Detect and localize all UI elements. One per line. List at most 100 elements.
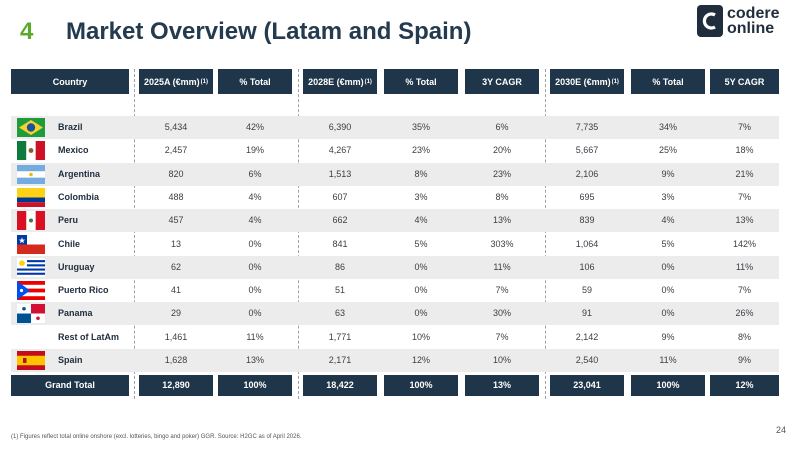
cell-cagr-3y: 10% xyxy=(492,355,511,365)
cell-pct-2030: 34% xyxy=(658,122,677,132)
header-pct-2025: % Total xyxy=(218,69,292,94)
cell-2028e: 63 xyxy=(334,308,345,319)
cell-pct-2030: 11% xyxy=(659,355,677,365)
cell-2028e: 6,390 xyxy=(328,122,352,132)
cell-cagr-5y: 13% xyxy=(735,215,754,226)
header-2030e: 2030E (€mm) (1) xyxy=(550,69,624,94)
cell-2028e: 86 xyxy=(334,261,345,272)
cell-2028e: 1,513 xyxy=(328,168,352,179)
cell-cagr-3y: 7% xyxy=(495,331,509,342)
cell-pct-2025: 0% xyxy=(248,261,262,272)
cell-pct-2028: 8% xyxy=(414,168,428,179)
cell-2030e: 695 xyxy=(579,191,595,202)
grand-total-label: Grand Total xyxy=(11,375,129,396)
cell-2028e: 841 xyxy=(332,238,348,249)
cell-2028e: 1,771 xyxy=(328,331,352,342)
cell-pct-2030: 5% xyxy=(661,238,675,249)
cell-cagr-3y: 20% xyxy=(492,145,511,156)
puerto-rico-flag-icon xyxy=(17,281,45,301)
cell-pct-2028: 0% xyxy=(414,261,428,272)
cell-2028e: 51 xyxy=(334,285,345,296)
grand-total-2028e: 18,422 xyxy=(303,375,377,396)
cell-2025a: 2,457 xyxy=(164,145,188,156)
cell-2030e: 5,667 xyxy=(575,145,599,156)
header-2028e: 2028E (€mm) (1) xyxy=(303,69,377,94)
cell-2028e: 662 xyxy=(332,215,348,226)
cell-pct-2025: 11% xyxy=(246,331,264,342)
page-title: Market Overview (Latam and Spain) xyxy=(66,18,472,45)
country-name: Colombia xyxy=(58,191,100,202)
table-row: Spain 1,628 13% 2,171 12% 10% 2,540 11% 9% xyxy=(11,349,779,372)
cell-2025a: 41 xyxy=(170,285,181,296)
cell-2025a: 488 xyxy=(168,191,184,202)
cell-cagr-5y: 18% xyxy=(735,145,754,156)
table-row: Colombia 488 4% 607 3% 8% 695 3% 7% xyxy=(11,186,779,209)
cell-pct-2028: 5% xyxy=(414,238,428,249)
panama-flag-icon xyxy=(17,304,45,324)
cell-cagr-5y: 11% xyxy=(735,261,754,272)
table-row: Rest of LatAm 1,461 11% 1,771 10% 7% 2,142 9% 8% xyxy=(11,326,779,349)
cell-pct-2028: 12% xyxy=(411,355,430,365)
cell-2030e: 839 xyxy=(579,215,595,226)
cell-cagr-5y: 7% xyxy=(737,122,751,132)
brazil-flag-icon xyxy=(17,118,45,137)
header-2025a: 2025A (€mm) (1) xyxy=(139,69,213,94)
spain-flag-icon xyxy=(17,351,45,370)
cell-pct-2028: 0% xyxy=(414,308,428,319)
country-name: Mexico xyxy=(58,145,89,156)
header-pct-2028: % Total xyxy=(384,69,458,94)
cell-cagr-5y: 7% xyxy=(737,191,751,202)
cell-2025a: 62 xyxy=(170,261,181,272)
header-cagr-5y: 5Y CAGR xyxy=(710,69,779,94)
cell-pct-2030: 9% xyxy=(661,331,675,342)
cell-2028e: 4,267 xyxy=(328,145,352,156)
cell-pct-2030: 4% xyxy=(661,215,675,226)
column-separator xyxy=(298,69,299,399)
grand-total-pct-2028: 100% xyxy=(384,375,458,396)
table-row: Peru 457 4% 662 4% 13% 839 4% 13% xyxy=(11,209,779,233)
cell-cagr-5y: 8% xyxy=(737,331,751,342)
cell-cagr-3y: 13% xyxy=(492,215,511,226)
uruguay-flag-icon xyxy=(17,257,45,277)
country-name: Rest of LatAm xyxy=(58,331,120,342)
cell-pct-2028: 23% xyxy=(411,145,430,156)
cell-2030e: 106 xyxy=(579,261,595,272)
cell-pct-2030: 0% xyxy=(661,261,675,272)
cell-cagr-5y: 26% xyxy=(735,308,754,319)
grand-total-2030e: 23,041 xyxy=(550,375,624,396)
country-name: Peru xyxy=(58,215,79,226)
cell-cagr-5y: 9% xyxy=(737,355,751,365)
country-name: Chile xyxy=(58,238,81,249)
cell-2030e: 2,106 xyxy=(575,168,599,179)
cell-pct-2030: 3% xyxy=(661,191,675,202)
country-name: Uruguay xyxy=(58,261,95,272)
country-name: Brazil xyxy=(58,122,83,132)
table-row: Uruguay 62 0% 86 0% 11% 106 0% 11% xyxy=(11,255,779,279)
header-country: Country xyxy=(11,69,129,94)
cell-2025a: 1,628 xyxy=(164,355,188,365)
cell-pct-2025: 4% xyxy=(248,215,262,226)
cell-2028e: 2,171 xyxy=(328,355,352,365)
cell-pct-2025: 0% xyxy=(248,238,262,249)
cell-pct-2030: 0% xyxy=(661,285,675,296)
grand-total-cagr-3y: 13% xyxy=(465,375,539,396)
table-row: Brazil 5,434 42% 6,390 35% 6% 7,735 34% 7% xyxy=(11,116,779,139)
cell-2030e: 7,735 xyxy=(575,122,599,132)
country-name: Puerto Rico xyxy=(58,285,109,296)
cell-2028e: 607 xyxy=(332,191,348,202)
grand-total-2025a: 12,890 xyxy=(139,375,213,396)
table-row: Panama 29 0% 63 0% 30% 91 0% 26% xyxy=(11,302,779,326)
cell-cagr-3y: 6% xyxy=(495,122,509,132)
cell-2025a: 457 xyxy=(168,215,184,226)
table-row: Puerto Rico 41 0% 51 0% 7% 59 0% 7% xyxy=(11,279,779,302)
cell-cagr-3y: 11% xyxy=(493,261,511,272)
table-row: Chile 13 0% 841 5% 303% 1,064 5% 142% xyxy=(11,233,779,256)
cell-cagr-5y: 7% xyxy=(737,285,751,296)
cell-cagr-3y: 8% xyxy=(495,191,509,202)
cell-pct-2030: 25% xyxy=(658,145,677,156)
cell-2030e: 59 xyxy=(581,285,592,296)
cell-2025a: 5,434 xyxy=(164,122,188,132)
cell-cagr-3y: 303% xyxy=(490,238,514,249)
column-separator xyxy=(134,69,135,399)
cell-pct-2025: 0% xyxy=(248,285,262,296)
